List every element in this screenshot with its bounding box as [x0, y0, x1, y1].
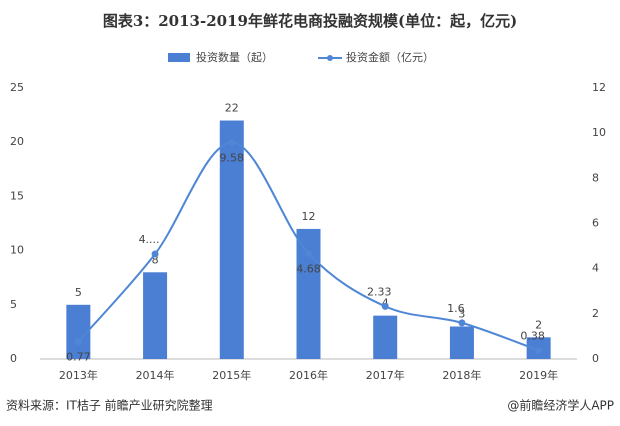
bar-value-label: 12 [302, 210, 316, 223]
y-tick-label: 25 [10, 81, 24, 94]
source-note: 资料来源：IT桔子 前瞻产业研究院整理 [6, 398, 213, 413]
x-tick-label: 2014年 [136, 368, 175, 382]
y-tick-label: 10 [10, 244, 24, 257]
bar-value-label: 8 [152, 253, 159, 266]
y-tick-label: 5 [10, 298, 17, 311]
x-tick-label: 2017年 [366, 368, 405, 382]
y2-tick-label: 8 [592, 171, 599, 184]
y2-tick-label: 0 [592, 352, 599, 365]
bar [219, 120, 244, 360]
bar-value-label: 22 [225, 102, 239, 115]
line-point [228, 139, 236, 147]
line-value-label: 0.77 [66, 351, 91, 364]
line-point [305, 249, 312, 257]
y-tick-label: 20 [10, 135, 24, 148]
line-value-label: 4.... [139, 233, 160, 246]
x-tick-label: 2013年 [59, 368, 98, 382]
line-value-label: 4.68 [296, 262, 321, 275]
line-point [151, 250, 159, 258]
y2-tick-label: 2 [592, 307, 599, 320]
bar [449, 326, 474, 359]
y-tick-label: 15 [10, 189, 24, 202]
y2-tick-label: 10 [592, 126, 606, 139]
x-tick-label: 2019年 [519, 368, 558, 382]
line-point [458, 319, 466, 327]
chart-title: 图表3：2013-2019年鲜花电商投融资规模(单位：起，亿元) [103, 12, 517, 30]
line-point [381, 302, 389, 310]
legend-label: 投资金额（亿元） [346, 50, 434, 64]
bar-value-label: 2 [535, 318, 542, 331]
legend-swatch [327, 55, 333, 61]
line-value-label: 1.6 [447, 302, 465, 315]
bar [143, 272, 168, 359]
legend-swatch [168, 53, 190, 62]
bar [296, 228, 321, 359]
x-tick-label: 2015年 [212, 368, 251, 382]
line-point [74, 338, 82, 346]
y2-tick-label: 12 [592, 81, 606, 94]
y-tick-label: 0 [10, 352, 17, 365]
bar-value-label: 5 [75, 286, 82, 299]
x-tick-label: 2018年 [442, 368, 481, 382]
x-tick-label: 2016年 [289, 368, 328, 382]
line-value-label: 9.58 [220, 152, 245, 165]
line-value-label: 2.33 [367, 285, 392, 298]
credit: @前瞻经济学人APP [507, 398, 614, 413]
bar-value-label: 3 [458, 307, 465, 320]
y2-tick-label: 4 [592, 262, 599, 275]
legend-label: 投资数量（起） [196, 50, 273, 64]
line-value-label: 0.38 [520, 329, 545, 342]
bar [373, 315, 398, 359]
line-point [535, 346, 543, 354]
y2-tick-label: 6 [592, 217, 599, 230]
